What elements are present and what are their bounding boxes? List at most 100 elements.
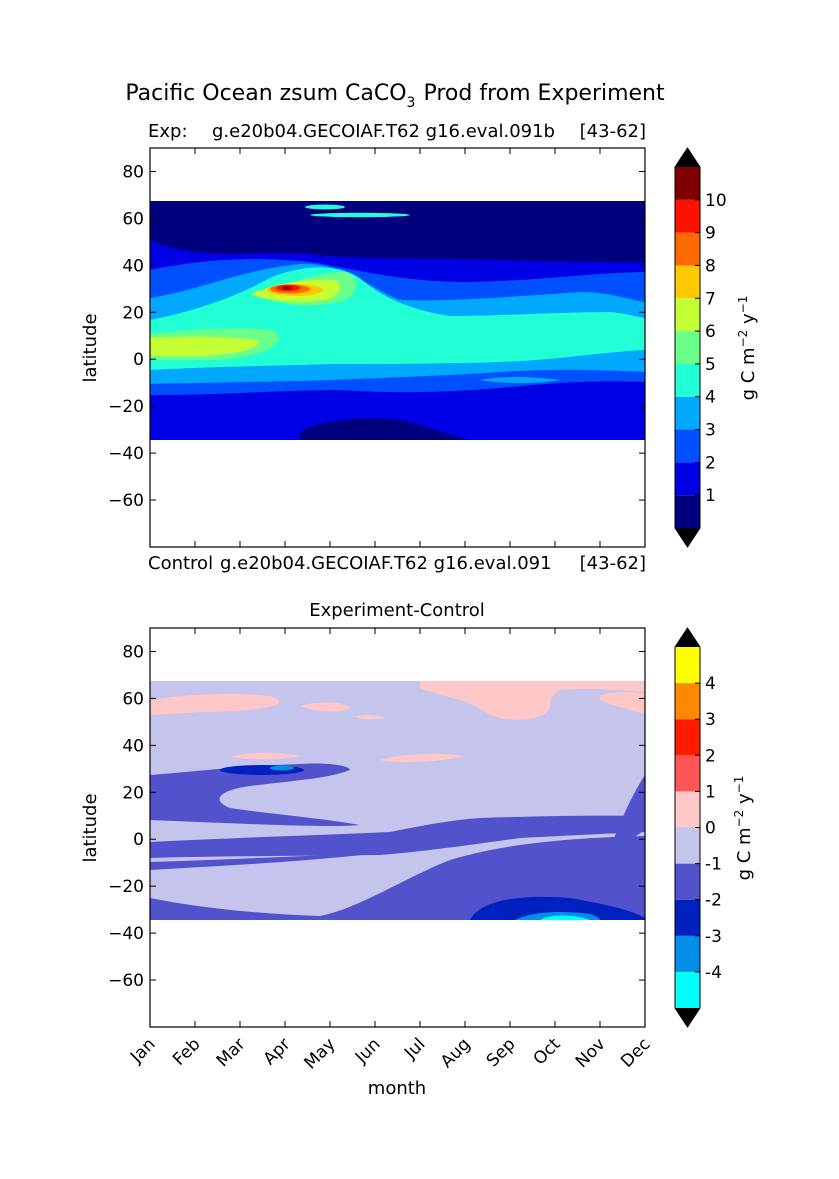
panel2-colorbar: -4 -3 -2 -1 0 1 2 3 4 bbox=[674, 627, 722, 1028]
xtick-label: Nov bbox=[572, 1034, 610, 1072]
panel2-xlabel: month bbox=[368, 1078, 426, 1099]
colorbar-extend-min bbox=[675, 1008, 700, 1027]
colorbar-swatch bbox=[675, 495, 700, 528]
panel2-contour-fill bbox=[150, 681, 645, 920]
panel1-title-right: [43-62] bbox=[580, 121, 646, 142]
p2-band-neg4 bbox=[270, 765, 294, 771]
colorbar-outline bbox=[674, 627, 701, 1028]
panel1-x-axis bbox=[149, 148, 646, 547]
xtick-label: Aug bbox=[437, 1034, 475, 1072]
figure-title: Pacific Ocean zsum CaCO3 Prod from Experi… bbox=[125, 81, 665, 111]
colorbar-extend-min bbox=[675, 528, 700, 547]
colorbar-tick-label: 1 bbox=[705, 782, 716, 802]
colorbar-tick-label: 2 bbox=[705, 453, 716, 473]
colorbar-swatch bbox=[675, 647, 700, 684]
p2-band-pos7 bbox=[355, 715, 385, 720]
colorbar-tick-label: -4 bbox=[705, 963, 722, 983]
ytick-label: −40 bbox=[108, 444, 144, 464]
xtick-label: Mar bbox=[213, 1034, 250, 1071]
colorbar-tick-label: 3 bbox=[705, 421, 716, 441]
p2-band-mid bbox=[150, 815, 645, 858]
p1-band-north2 bbox=[310, 212, 410, 218]
colorbar-swatch bbox=[675, 462, 700, 496]
colorbar-tick-label: 8 bbox=[705, 256, 716, 276]
panel2-title-right: [43-62] bbox=[580, 553, 646, 574]
p2-band-pos1 bbox=[150, 693, 280, 715]
xtick-label: Apr bbox=[260, 1034, 295, 1069]
colorbar-swatch bbox=[675, 719, 700, 756]
ytick-label: 20 bbox=[122, 783, 144, 803]
colorbar-tick-label: 7 bbox=[705, 289, 716, 309]
p2-band-pos4 bbox=[600, 691, 645, 714]
colorbar-tick-label: 6 bbox=[705, 322, 716, 342]
colorbar-swatch bbox=[675, 396, 700, 430]
xtick-label: Jan bbox=[126, 1034, 159, 1067]
p2-band-pos3 bbox=[420, 681, 645, 720]
panel1-title-left: Exp: bbox=[148, 121, 188, 142]
ytick-label: −20 bbox=[108, 397, 144, 417]
ytick-label: 60 bbox=[122, 209, 144, 229]
ytick-label: 0 bbox=[133, 830, 144, 850]
colorbar-swatch bbox=[675, 429, 700, 463]
p2-band-pos6 bbox=[380, 753, 465, 763]
panel2-axes-frame bbox=[149, 627, 646, 1028]
colorbar-swatch bbox=[675, 755, 700, 792]
p2-band-pos5 bbox=[230, 752, 300, 760]
xtick-label: Sep bbox=[483, 1034, 520, 1071]
colorbar-tick-label: -1 bbox=[705, 855, 722, 875]
colorbar-swatch bbox=[675, 971, 700, 1008]
p2-band-south-deepest bbox=[540, 915, 590, 920]
p2-band-east bbox=[610, 775, 645, 850]
p1-band-l10 bbox=[282, 286, 292, 290]
p2-band-south-deep bbox=[470, 896, 645, 920]
panel2-title-center: g.e20b04.GECOIAF.T62 g16.eval.091 bbox=[220, 553, 552, 574]
colorbar-swatch bbox=[675, 899, 700, 936]
xtick-label: Jun bbox=[351, 1034, 385, 1068]
colorbar-tick-label: 2 bbox=[705, 746, 716, 766]
colorbar-swatch bbox=[675, 935, 700, 972]
colorbar-tick-label: 10 bbox=[705, 191, 727, 211]
panel1-colorbar: 1 2 3 4 5 6 7 8 9 10 bbox=[674, 147, 727, 548]
colorbar-swatch bbox=[675, 863, 700, 900]
p1-band-small bbox=[480, 377, 560, 383]
colorbar-tick-label: 1 bbox=[705, 486, 716, 506]
colorbar-tick-label: 4 bbox=[705, 388, 716, 408]
colorbar-tick-label: -3 bbox=[705, 927, 722, 947]
p2-band-pos2 bbox=[300, 702, 350, 712]
colorbar-tick-label: 0 bbox=[705, 819, 716, 839]
colorbar-swatch bbox=[675, 298, 700, 332]
colorbar-tick-label: 4 bbox=[705, 674, 716, 694]
panel1-y-axis: 80 60 40 20 0 −20 −40 −60 bbox=[108, 162, 645, 511]
colorbar-extend-max bbox=[675, 148, 700, 167]
colorbar-extend-max bbox=[675, 628, 700, 647]
colorbar-tick-label: 9 bbox=[705, 224, 716, 244]
xtick-label: Jul bbox=[400, 1034, 429, 1063]
colorbar-swatch bbox=[675, 167, 700, 200]
panel2-title-bottom: Experiment-Control bbox=[309, 600, 485, 621]
panel2-colorbar-label: g C m−2 y−1 bbox=[732, 776, 755, 881]
panel2-title-left: Control bbox=[148, 553, 213, 574]
ytick-label: 0 bbox=[133, 350, 144, 370]
colorbar-outline bbox=[674, 147, 701, 548]
colorbar-swatch bbox=[675, 363, 700, 397]
panel1-colorbar-label: g C m−2 y−1 bbox=[736, 296, 759, 401]
ytick-label: −60 bbox=[108, 491, 144, 511]
xtick-label: Dec bbox=[617, 1034, 654, 1071]
panel1-ylabel: latitude bbox=[80, 313, 101, 382]
colorbar-swatch bbox=[675, 199, 700, 233]
p1-band-south-navy bbox=[300, 418, 470, 440]
colorbar-swatch bbox=[675, 331, 700, 364]
colorbar-swatch bbox=[675, 265, 700, 299]
p1-band-l6a bbox=[150, 336, 259, 356]
panel2-y-axis: 80 60 40 20 0 −20 −40 −60 bbox=[108, 642, 645, 991]
p2-band-thin bbox=[150, 853, 380, 870]
panel1-axes-frame bbox=[149, 147, 646, 548]
colorbar-swatch bbox=[675, 791, 700, 828]
ytick-label: −20 bbox=[108, 877, 144, 897]
ytick-label: 80 bbox=[122, 642, 144, 662]
ytick-label: 20 bbox=[122, 303, 144, 323]
colorbar-swatch bbox=[675, 683, 700, 720]
colorbar-tick-label: -2 bbox=[705, 891, 722, 911]
ytick-label: 40 bbox=[122, 736, 144, 756]
